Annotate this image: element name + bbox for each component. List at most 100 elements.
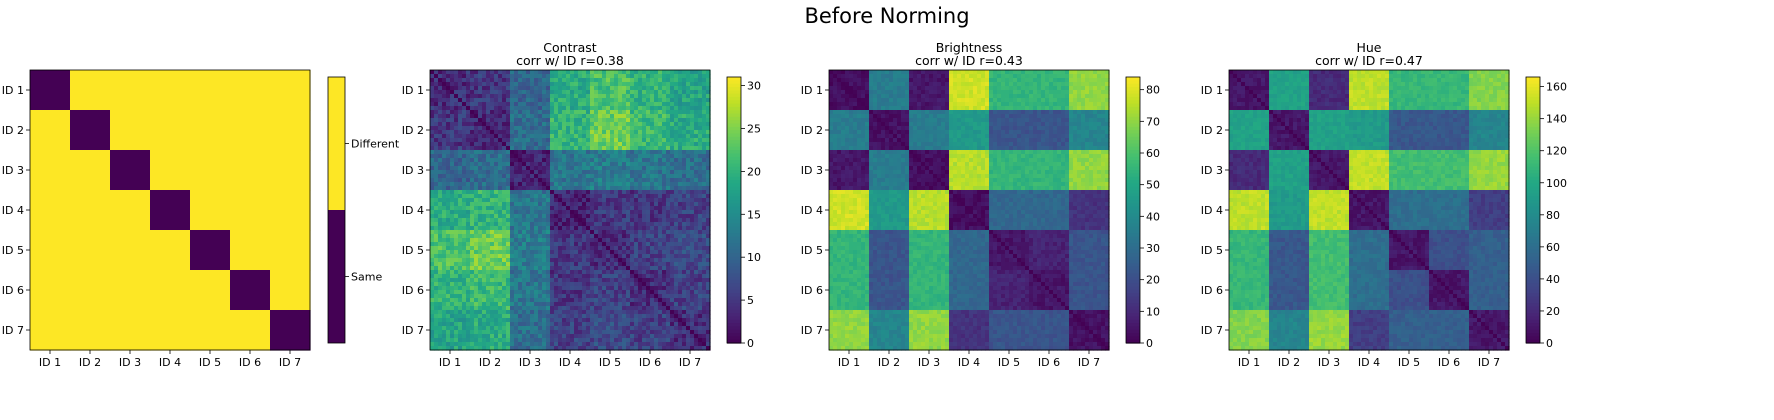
heatmap-cell (530, 346, 535, 351)
heatmap-cell (470, 122, 475, 127)
heatmap-cell (654, 230, 659, 235)
heatmap-cell (686, 74, 691, 79)
heatmap-cell (438, 118, 443, 123)
heatmap-cell (522, 286, 527, 291)
heatmap-cell (638, 210, 643, 215)
heatmap-cell (566, 254, 571, 259)
heatmap-cell (434, 238, 439, 243)
heatmap-cell (534, 250, 539, 255)
heatmap-cell (434, 334, 439, 339)
heatmap-cell (534, 174, 539, 179)
heatmap-cell (626, 310, 631, 315)
heatmap-cell (474, 190, 479, 195)
heatmap-cell (150, 190, 191, 231)
heatmap-cell (658, 134, 663, 139)
heatmap-cell (518, 74, 523, 79)
heatmap-cell (590, 306, 595, 311)
heatmap-cell (694, 330, 699, 335)
heatmap-cell (674, 150, 679, 155)
heatmap-cell (690, 126, 695, 131)
heatmap-cell (646, 286, 651, 291)
heatmap-cell (562, 130, 567, 135)
heatmap-cell (530, 110, 535, 115)
heatmap-cell (474, 310, 479, 315)
heatmap-cell (634, 294, 639, 299)
heatmap-cell (486, 194, 491, 199)
heatmap-cell (450, 90, 455, 95)
heatmap-cell (670, 82, 675, 87)
heatmap-cell (646, 138, 651, 143)
heatmap-cell (434, 210, 439, 215)
heatmap-cell (498, 338, 503, 343)
heatmap-cell (434, 190, 439, 195)
heatmap-cell (658, 86, 663, 91)
heatmap-cell (518, 226, 523, 231)
heatmap-cell (618, 286, 623, 291)
heatmap-cell (614, 158, 619, 163)
heatmap-cell (526, 138, 531, 143)
heatmap-cell (474, 210, 479, 215)
heatmap-cell (478, 258, 483, 263)
heatmap-cell (606, 242, 611, 247)
heatmap-cell (674, 90, 679, 95)
heatmap-cell (538, 278, 543, 283)
heatmap-cell (478, 90, 483, 95)
heatmap-cell (570, 262, 575, 267)
heatmap-cell (482, 258, 487, 263)
heatmap-cell (530, 122, 535, 127)
heatmap-cell (590, 174, 595, 179)
heatmap-cell (534, 270, 539, 275)
heatmap-cell (686, 94, 691, 99)
heatmap-cell (698, 286, 703, 291)
heatmap-cell (618, 338, 623, 343)
heatmap-cell (518, 126, 523, 131)
heatmap-cell (622, 82, 627, 87)
heatmap-cell (482, 318, 487, 323)
heatmap-cell (434, 78, 439, 83)
heatmap-cell (462, 270, 467, 275)
heatmap-cell (442, 106, 447, 111)
heatmap-cell (698, 218, 703, 223)
heatmap-cell (446, 106, 451, 111)
heatmap-cell (638, 206, 643, 211)
heatmap-cell (578, 170, 583, 175)
heatmap-cell (550, 278, 555, 283)
heatmap-cell (642, 282, 647, 287)
heatmap-cell (554, 326, 559, 331)
heatmap-cell (534, 322, 539, 327)
heatmap-cell (598, 210, 603, 215)
heatmap-cell (482, 98, 487, 103)
heatmap-cell (606, 254, 611, 259)
heatmap-cell (586, 98, 591, 103)
heatmap-cell (650, 74, 655, 79)
heatmap-cell (498, 246, 503, 251)
heatmap-cell (582, 194, 587, 199)
heatmap-cell (666, 138, 671, 143)
heatmap-cell (466, 314, 471, 319)
heatmap-cell (526, 334, 531, 339)
heatmap-cell (610, 246, 615, 251)
heatmap-cell (642, 346, 647, 351)
heatmap-cell (554, 318, 559, 323)
heatmap-cell (462, 258, 467, 263)
heatmap-cell (638, 154, 643, 159)
heatmap-cell (674, 318, 679, 323)
heatmap-cell (654, 318, 659, 323)
heatmap-cell (446, 134, 451, 139)
heatmap-cell (694, 318, 699, 323)
heatmap-cell (698, 346, 703, 351)
heatmap-cell (570, 130, 575, 135)
heatmap-cell (698, 298, 703, 303)
heatmap-cell (514, 218, 519, 223)
heatmap-cell (626, 158, 631, 163)
heatmap-cell (522, 110, 527, 115)
heatmap-cell (582, 134, 587, 139)
heatmap-cell (454, 314, 459, 319)
heatmap-cell (470, 314, 475, 319)
heatmap-cell (534, 230, 539, 235)
heatmap-cell (646, 346, 651, 351)
heatmap-cell (514, 238, 519, 243)
heatmap-cell (534, 126, 539, 131)
heatmap-cell (674, 194, 679, 199)
heatmap-cell (638, 330, 643, 335)
